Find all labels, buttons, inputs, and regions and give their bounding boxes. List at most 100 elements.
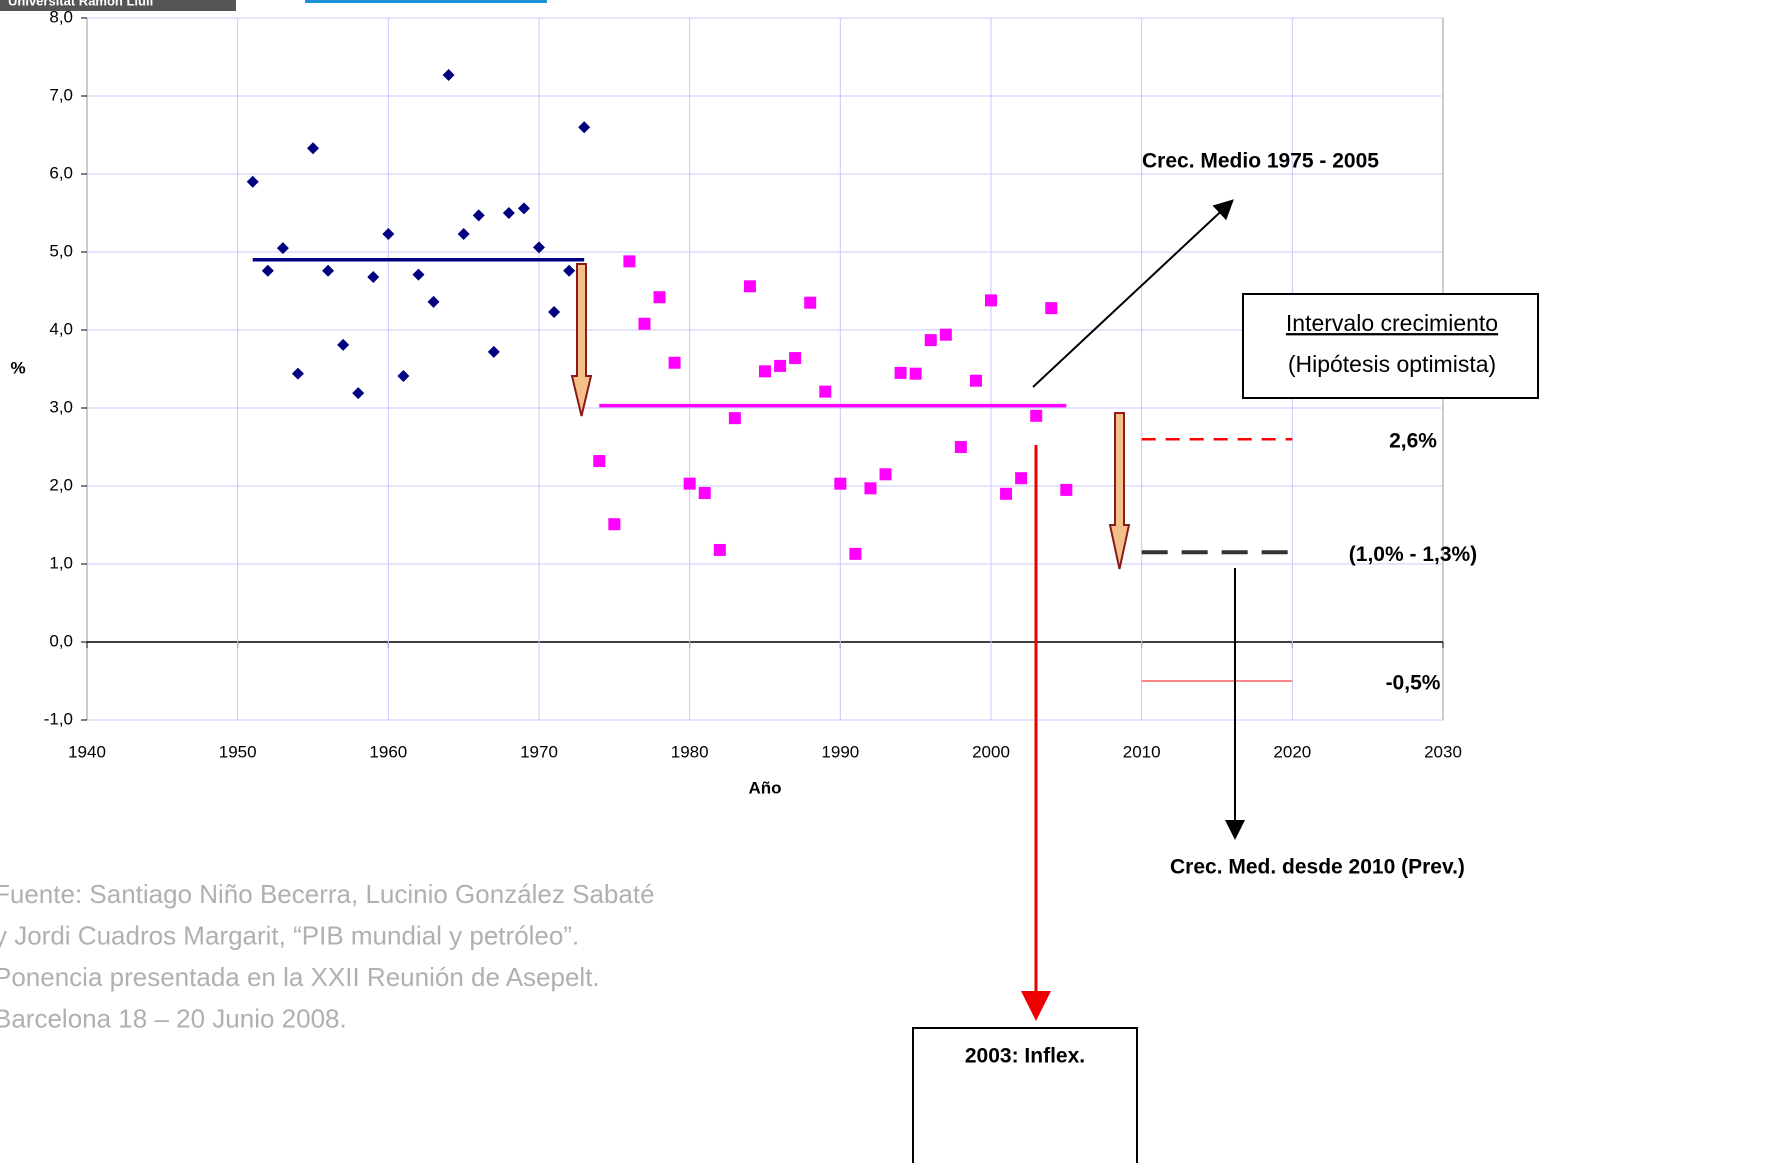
point xyxy=(563,264,576,277)
x-tick-label: 2030 xyxy=(1424,742,1462,761)
point xyxy=(533,241,545,254)
point xyxy=(939,328,952,341)
point xyxy=(412,268,425,281)
point xyxy=(517,202,530,215)
x-tick-label: 1950 xyxy=(219,742,257,761)
point xyxy=(502,207,515,219)
y-tick-label: 4,0 xyxy=(49,319,73,338)
point xyxy=(291,367,304,380)
y-tick-label: 3,0 xyxy=(49,397,73,416)
point xyxy=(638,317,651,330)
point xyxy=(774,359,787,372)
reference-label: (1,0% - 1,3%) xyxy=(1349,543,1477,566)
point xyxy=(442,68,455,81)
annotation: Intervalo crecimiento xyxy=(1286,310,1498,336)
annotation: Crec. Medio 1975 - 2005 xyxy=(1142,150,1379,173)
point xyxy=(759,365,771,378)
point xyxy=(1000,487,1013,500)
point xyxy=(307,142,319,155)
point xyxy=(668,356,681,369)
x-tick-label: 2020 xyxy=(1273,742,1311,761)
x-axis-label: Año xyxy=(748,778,781,797)
point xyxy=(397,370,410,383)
x-tick-label: 1980 xyxy=(671,742,709,761)
annotation: 2003: Inflex. xyxy=(965,1045,1085,1068)
marks: 2,6% (1,0% - 1,3%) -0,5% xyxy=(246,68,1477,695)
point xyxy=(487,345,500,358)
x-tick-label: 1960 xyxy=(369,742,407,761)
source-line: Ponencia presentada en la XXII Reunión d… xyxy=(0,962,600,992)
point xyxy=(713,543,726,556)
y-tick-label: 0,0 xyxy=(49,631,73,650)
point xyxy=(322,264,335,277)
point xyxy=(819,385,832,398)
point xyxy=(337,338,350,351)
point xyxy=(1030,409,1043,422)
point xyxy=(593,455,606,468)
point xyxy=(879,468,892,481)
point xyxy=(261,264,274,277)
x-tick-label: 2010 xyxy=(1123,742,1161,761)
point xyxy=(969,374,982,387)
point xyxy=(578,121,591,134)
y-tick-label: 6,0 xyxy=(49,163,73,182)
point xyxy=(623,255,636,268)
annotation-box xyxy=(912,1027,1138,1163)
y-tick-label: 5,0 xyxy=(49,241,73,260)
source-line: y Jordi Cuadros Margarit, “PIB mundial y… xyxy=(0,920,579,950)
point xyxy=(728,412,741,425)
point xyxy=(894,366,907,379)
point xyxy=(457,228,470,241)
x-tick-label: 2000 xyxy=(972,742,1010,761)
point xyxy=(924,334,937,347)
point xyxy=(909,367,922,380)
point xyxy=(954,441,967,453)
point xyxy=(743,280,756,293)
point xyxy=(789,352,802,365)
logo-bar xyxy=(0,0,236,11)
drop-arrow xyxy=(1108,412,1131,570)
point xyxy=(367,270,380,283)
x-tick-label: 1940 xyxy=(68,742,106,761)
point xyxy=(1060,483,1073,496)
point xyxy=(683,477,696,490)
source-line: Barcelona 18 – 20 Junio 2008. xyxy=(0,1003,347,1033)
drop-arrow xyxy=(570,263,593,417)
top-rule xyxy=(305,0,547,3)
point xyxy=(427,295,440,308)
y-axis-label: % xyxy=(10,358,25,377)
point xyxy=(246,175,259,188)
point xyxy=(352,387,365,400)
point xyxy=(382,228,395,241)
grid: -1,0 0,0 1,0 2,0 3,0 4,0 5,0 6,0 7,0 8,0 1940 1950 1… xyxy=(44,7,1462,761)
source: Fuente: Santiago Niño Becerra, Lucinio G… xyxy=(0,879,655,1034)
annotation-arrow xyxy=(1032,199,1234,388)
point xyxy=(472,209,485,222)
y-tick-label: 8,0 xyxy=(49,7,73,26)
y-tick-label: 2,0 xyxy=(49,475,73,494)
y-tick-label: 1,0 xyxy=(49,553,73,572)
point xyxy=(985,294,997,307)
reference-label: 2,6% xyxy=(1389,430,1437,453)
x-tick-label: 1990 xyxy=(821,742,859,761)
point xyxy=(276,242,289,255)
x-tick-label: 1970 xyxy=(520,742,558,761)
point xyxy=(1045,302,1058,315)
logo: Universitat Ramon Llull xyxy=(8,0,153,8)
annotation: Crec. Med. desde 2010 (Prev.) xyxy=(1170,856,1465,879)
reference-label: -0,5% xyxy=(1386,672,1441,695)
point xyxy=(1015,472,1028,485)
annotation: (Hipótesis optimista) xyxy=(1288,351,1496,377)
point xyxy=(804,296,817,309)
point xyxy=(548,306,561,319)
point xyxy=(698,487,711,500)
point xyxy=(849,547,862,560)
point xyxy=(834,477,847,490)
annotation-box xyxy=(1242,293,1539,399)
source-line: Fuente: Santiago Niño Becerra, Lucinio G… xyxy=(0,879,655,909)
point xyxy=(608,518,621,531)
y-tick-label: -1,0 xyxy=(44,709,73,728)
point xyxy=(864,482,877,495)
y-tick-label: 7,0 xyxy=(49,85,73,104)
